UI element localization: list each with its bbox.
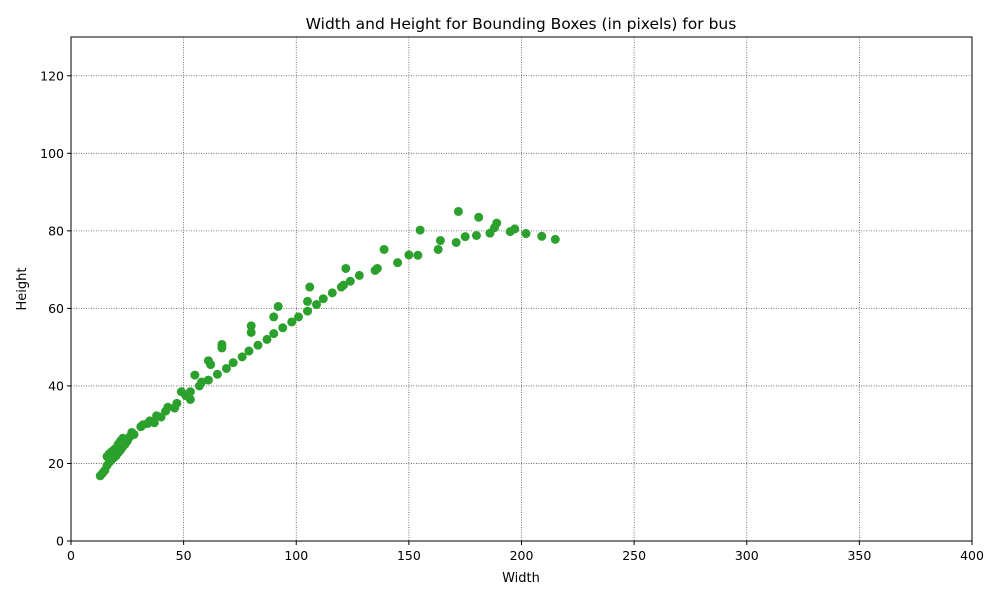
data-point (246, 321, 256, 331)
x-tick-label: 100 (284, 548, 308, 563)
y-tick-label: 0 (56, 534, 64, 549)
data-point (217, 339, 227, 349)
data-point (221, 363, 231, 373)
data-point (404, 250, 414, 260)
y-tick-label: 60 (48, 301, 64, 316)
y-tick-label: 80 (48, 223, 64, 238)
data-point (185, 394, 195, 404)
data-point (435, 236, 445, 246)
data-point (273, 301, 283, 311)
data-point (203, 375, 213, 385)
x-tick-label: 0 (67, 548, 75, 563)
data-point (206, 360, 216, 370)
x-tick-label: 350 (847, 548, 871, 563)
data-point (246, 327, 256, 337)
data-point (451, 237, 461, 247)
data-point (278, 323, 288, 333)
y-tick-label: 120 (40, 68, 64, 83)
x-tick-label: 300 (735, 548, 759, 563)
data-point (294, 312, 304, 322)
data-point (318, 294, 328, 304)
x-tick-label: 150 (397, 548, 421, 563)
data-point (269, 329, 279, 339)
data-point (471, 230, 481, 240)
y-tick-label: 20 (48, 456, 64, 471)
data-point (393, 258, 403, 268)
data-point (341, 263, 351, 273)
x-tick-label: 400 (960, 548, 984, 563)
y-axis-ticks: 0 20 40 60 80 100 120 (40, 68, 71, 549)
data-point (415, 225, 425, 235)
data-point (345, 276, 355, 286)
data-point (237, 352, 247, 362)
data-point (305, 282, 315, 292)
data-point (372, 263, 382, 273)
data-point (379, 244, 389, 254)
x-axis-label: Width (502, 571, 540, 586)
data-point (354, 270, 364, 280)
data-point (453, 206, 463, 216)
data-point (460, 232, 470, 242)
data-point (212, 369, 222, 379)
data-point (149, 418, 159, 428)
data-point (312, 300, 322, 310)
data-point (262, 334, 272, 344)
data-point (510, 224, 520, 234)
data-point (303, 306, 313, 316)
data-point (339, 280, 349, 290)
data-point (287, 317, 297, 327)
data-point (521, 229, 531, 239)
data-point (413, 250, 423, 260)
y-tick-label: 40 (48, 378, 64, 393)
x-tick-label: 50 (176, 548, 192, 563)
data-point (433, 244, 443, 254)
data-point (253, 340, 263, 350)
data-point (244, 346, 254, 356)
data-point (185, 387, 195, 397)
data-point (163, 402, 173, 412)
data-point (269, 312, 279, 322)
data-point (197, 377, 207, 387)
data-point (303, 296, 313, 306)
data-point (537, 231, 547, 241)
x-tick-label: 250 (622, 548, 646, 563)
data-point (492, 218, 502, 228)
chart-title: Width and Height for Bounding Boxes (in … (306, 15, 737, 33)
data-point (172, 398, 182, 408)
y-axis-label: Height (15, 268, 30, 311)
x-axis-ticks: 0 50 100 150 200 250 300 350 400 (67, 541, 984, 563)
grid (70, 37, 973, 542)
data-point (474, 212, 484, 222)
x-tick-label: 200 (510, 548, 534, 563)
data-points (95, 206, 560, 481)
data-point (129, 429, 139, 439)
y-tick-label: 100 (40, 146, 64, 161)
data-point (228, 358, 238, 368)
data-point (550, 234, 560, 244)
data-point (327, 288, 337, 298)
data-point (190, 370, 200, 380)
